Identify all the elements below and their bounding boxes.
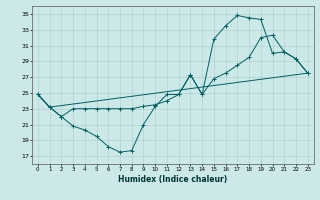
X-axis label: Humidex (Indice chaleur): Humidex (Indice chaleur) bbox=[118, 175, 228, 184]
